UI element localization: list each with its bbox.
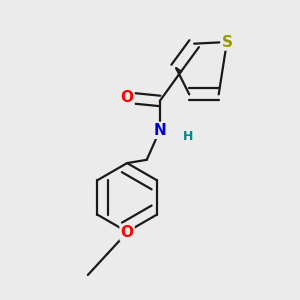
Text: S: S (221, 34, 233, 50)
Text: O: O (121, 225, 134, 240)
Text: H: H (182, 130, 193, 143)
Text: N: N (153, 123, 166, 138)
Text: O: O (121, 90, 134, 105)
